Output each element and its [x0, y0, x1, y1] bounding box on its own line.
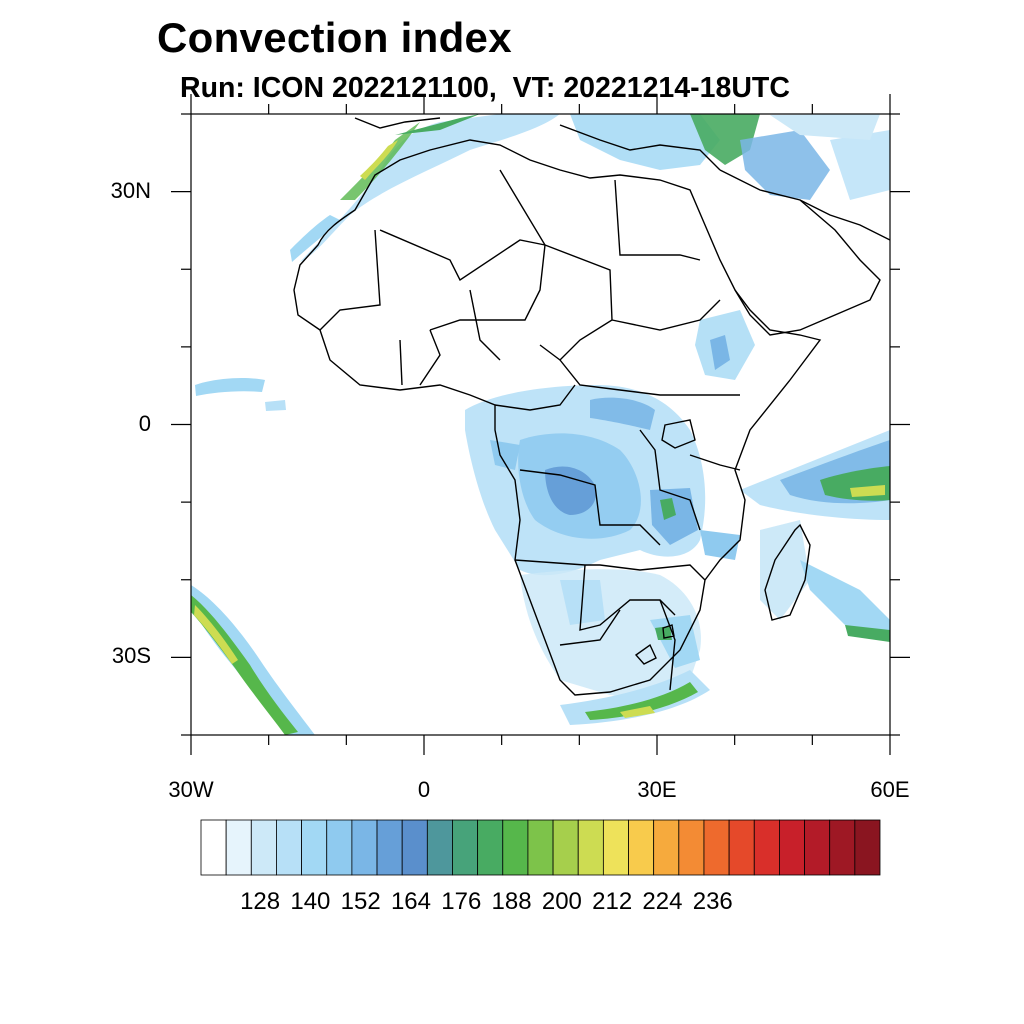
lon-label: 30E [637, 777, 677, 802]
lon-label: 0 [417, 777, 431, 802]
colorbar-label: 164 [390, 888, 431, 915]
colorbar-label: 200 [541, 888, 582, 915]
convection-field [191, 114, 890, 735]
colorbar-label: 224 [642, 888, 683, 915]
colorbar-label: 212 [592, 888, 633, 915]
lon-label: 30W [168, 777, 214, 802]
colorbar-label: 128 [240, 888, 281, 915]
lat-label: 0 [138, 410, 151, 436]
map-title: Convection index [157, 14, 512, 61]
colorbar-label: 188 [491, 888, 532, 915]
colorbar-label: 236 [692, 888, 733, 915]
colorbar-label: 140 [290, 888, 331, 915]
lat-label: 30N [110, 177, 151, 203]
colorbar-label: 152 [340, 888, 381, 915]
axis-ticks [171, 94, 910, 755]
map-subtitle: Run: ICON 2022121100, VT: 20221214-18UTC [180, 72, 790, 104]
lon-label: 60E [870, 777, 910, 802]
colorbar-label: 176 [441, 888, 482, 915]
coastlines [293, 117, 890, 696]
lat-label: 30S [111, 643, 151, 669]
